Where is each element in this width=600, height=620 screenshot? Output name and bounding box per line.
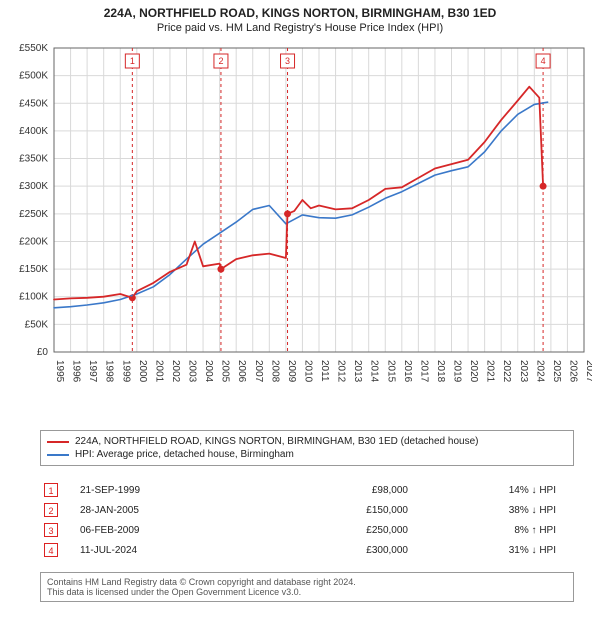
svg-text:2008: 2008 <box>269 360 280 383</box>
svg-text:2003: 2003 <box>187 360 198 383</box>
svg-text:2024: 2024 <box>534 360 545 383</box>
event-marker-icon: 3 <box>44 523 58 537</box>
event-marker-cell: 1 <box>40 480 76 500</box>
chart-title-address: 224A, NORTHFIELD ROAD, KINGS NORTON, BIR… <box>0 0 600 20</box>
svg-text:2012: 2012 <box>336 360 347 383</box>
svg-text:4: 4 <box>541 56 546 66</box>
event-price: £250,000 <box>284 520 412 540</box>
svg-text:2015: 2015 <box>385 360 396 383</box>
price-chart: £0 £50K £100K £150K £200K £250K £300K £350K £400… <box>8 40 592 420</box>
svg-text:2009: 2009 <box>286 360 297 383</box>
svg-text:£350K: £350K <box>19 154 48 165</box>
svg-text:2010: 2010 <box>302 360 313 383</box>
event-marker-icon: 1 <box>44 483 58 497</box>
event-date: 11-JUL-2024 <box>76 540 284 560</box>
svg-text:2022: 2022 <box>501 360 512 383</box>
svg-text:2020: 2020 <box>468 360 479 383</box>
event-date: 06-FEB-2009 <box>76 520 284 540</box>
legend-label: 224A, NORTHFIELD ROAD, KINGS NORTON, BIR… <box>75 436 478 447</box>
event-date: 28-JAN-2005 <box>76 500 284 520</box>
legend-swatch <box>47 454 69 456</box>
footer-line-1: Contains HM Land Registry data © Crown c… <box>47 577 567 587</box>
svg-text:2006: 2006 <box>236 360 247 383</box>
svg-text:2017: 2017 <box>418 360 429 383</box>
svg-text:1998: 1998 <box>104 360 115 383</box>
event-date: 21-SEP-1999 <box>76 480 284 500</box>
svg-text:2: 2 <box>218 56 223 66</box>
event-delta: 31% ↓ HPI <box>412 540 560 560</box>
svg-text:2018: 2018 <box>435 360 446 383</box>
event-delta: 38% ↓ HPI <box>412 500 560 520</box>
svg-text:1995: 1995 <box>54 360 65 383</box>
svg-text:2011: 2011 <box>319 360 330 382</box>
svg-text:2004: 2004 <box>203 360 214 383</box>
svg-text:1996: 1996 <box>71 360 82 383</box>
license-footer: Contains HM Land Registry data © Crown c… <box>40 572 574 602</box>
legend-swatch <box>47 441 69 443</box>
svg-text:2005: 2005 <box>220 360 231 383</box>
event-row: 3 06-FEB-2009£250,0008% ↑ HPI <box>40 520 560 540</box>
event-delta: 8% ↑ HPI <box>412 520 560 540</box>
event-marker-icon: 2 <box>44 503 58 517</box>
svg-text:2021: 2021 <box>485 360 496 383</box>
event-marker-cell: 3 <box>40 520 76 540</box>
svg-text:2026: 2026 <box>567 360 578 383</box>
event-price: £300,000 <box>284 540 412 560</box>
svg-text:2023: 2023 <box>518 360 529 383</box>
legend-label: HPI: Average price, detached house, Birm… <box>75 449 294 460</box>
svg-text:£50K: £50K <box>25 319 49 330</box>
event-row: 4 11-JUL-2024£300,00031% ↓ HPI <box>40 540 560 560</box>
legend: 224A, NORTHFIELD ROAD, KINGS NORTON, BIR… <box>40 430 574 466</box>
chart-title-subtitle: Price paid vs. HM Land Registry's House … <box>0 20 600 34</box>
page: 224A, NORTHFIELD ROAD, KINGS NORTON, BIR… <box>0 0 600 620</box>
svg-text:2001: 2001 <box>153 360 164 383</box>
legend-row: HPI: Average price, detached house, Birm… <box>47 448 567 461</box>
svg-text:£150K: £150K <box>19 264 48 275</box>
svg-text:£400K: £400K <box>19 126 48 137</box>
svg-text:2014: 2014 <box>369 360 380 383</box>
event-marker-cell: 4 <box>40 540 76 560</box>
event-row: 1 21-SEP-1999£98,00014% ↓ HPI <box>40 480 560 500</box>
svg-text:£100K: £100K <box>19 292 48 303</box>
svg-text:2013: 2013 <box>352 360 363 383</box>
svg-text:2002: 2002 <box>170 360 181 383</box>
svg-text:£300K: £300K <box>19 181 48 192</box>
svg-text:£250K: £250K <box>19 209 48 220</box>
svg-text:3: 3 <box>285 56 290 66</box>
svg-text:£550K: £550K <box>19 43 48 54</box>
legend-row: 224A, NORTHFIELD ROAD, KINGS NORTON, BIR… <box>47 435 567 448</box>
svg-text:2007: 2007 <box>253 360 264 383</box>
event-price: £98,000 <box>284 480 412 500</box>
event-row: 2 28-JAN-2005£150,00038% ↓ HPI <box>40 500 560 520</box>
svg-text:2027: 2027 <box>584 360 592 383</box>
footer-line-2: This data is licensed under the Open Gov… <box>47 587 567 597</box>
svg-text:2019: 2019 <box>452 360 463 383</box>
event-marker-cell: 2 <box>40 500 76 520</box>
svg-text:1997: 1997 <box>87 360 98 383</box>
svg-text:£0: £0 <box>37 347 49 358</box>
svg-text:2016: 2016 <box>402 360 413 383</box>
event-marker-icon: 4 <box>44 543 58 557</box>
event-price: £150,000 <box>284 500 412 520</box>
svg-text:2000: 2000 <box>137 360 148 383</box>
svg-text:£200K: £200K <box>19 236 48 247</box>
svg-text:£500K: £500K <box>19 71 48 82</box>
svg-text:£450K: £450K <box>19 98 48 109</box>
svg-text:2025: 2025 <box>551 360 562 383</box>
svg-text:1999: 1999 <box>120 360 131 383</box>
svg-text:1: 1 <box>130 56 135 66</box>
chart-area: £0 £50K £100K £150K £200K £250K £300K £350K £400… <box>8 40 592 420</box>
event-delta: 14% ↓ HPI <box>412 480 560 500</box>
events-table: 1 21-SEP-1999£98,00014% ↓ HPI 2 28-JAN-2005… <box>40 480 560 560</box>
